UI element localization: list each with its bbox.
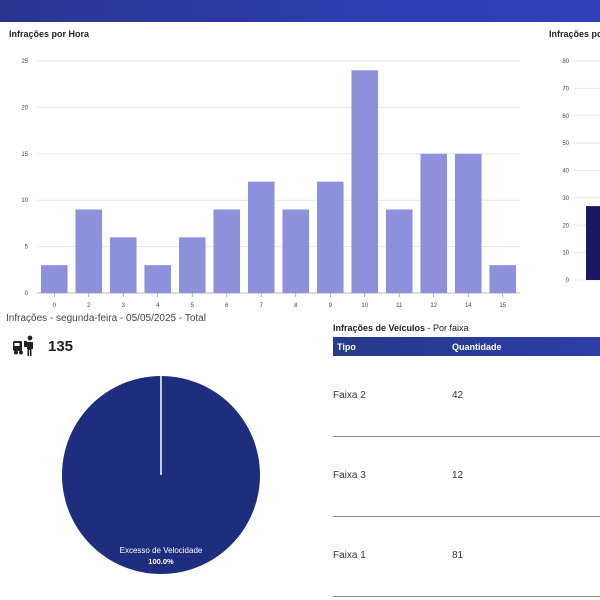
- total-kpi: 135: [12, 335, 74, 356]
- bar-hour-2: [75, 209, 103, 293]
- x-tick-label: 6: [225, 303, 229, 309]
- table-row[interactable]: Faixa 3 12: [333, 436, 600, 517]
- table-row[interactable]: Faixa 2 42: [333, 356, 600, 437]
- x-tick-label: 15: [499, 303, 506, 309]
- hourly-bar-chart: 0 5 10 15 20 25 0 2 3 4 5 6 7 8 9 10 11 12 14 15: [21, 59, 520, 309]
- bar-hour-7: [247, 181, 275, 293]
- top-header-bar: [0, 0, 600, 22]
- y-tick-label: 30: [562, 196, 569, 202]
- y-tick-label: 25: [21, 59, 28, 65]
- bar-hour-11: [385, 209, 413, 293]
- summary-subtitle: Infrações - segunda-feira - 05/05/2025 -…: [6, 313, 206, 324]
- bar-hour-10: [351, 70, 379, 293]
- cell-tipo: Faixa 3: [333, 470, 366, 481]
- person-with-vehicle-icon: [13, 335, 33, 356]
- bar-hour-6: [213, 209, 241, 293]
- second-bar-chart: 0 10 20 30 40 50 60 70 80: [562, 59, 600, 284]
- x-tick-label: 12: [430, 303, 437, 309]
- x-tick-label: 2: [87, 303, 91, 309]
- x-tick-label: 0: [53, 303, 57, 309]
- cell-quantidade: 42: [452, 390, 464, 401]
- y-tick-label: 0: [25, 291, 29, 297]
- column-header-tipo[interactable]: Tipo: [337, 342, 356, 352]
- cell-tipo: Faixa 1: [333, 550, 366, 561]
- bar-hour-0: [40, 265, 68, 293]
- second-chart-title: Infrações po: [549, 29, 600, 39]
- hourly-chart-title: Infrações por Hora: [9, 29, 90, 39]
- x-tick-label: 3: [122, 303, 126, 309]
- cell-quantidade: 81: [452, 550, 464, 561]
- infractions-pie-chart: Excesso de Velocidade 100.0%: [62, 376, 260, 574]
- cell-quantidade: 12: [452, 470, 464, 481]
- y-tick-label: 10: [562, 251, 569, 257]
- bar-hour-15: [489, 265, 517, 293]
- y-tick-label: 50: [562, 141, 569, 147]
- total-value: 135: [48, 337, 74, 355]
- y-tick-label: 10: [21, 198, 28, 204]
- x-tick-label: 7: [260, 303, 264, 309]
- y-tick-label: 0: [566, 278, 570, 284]
- table-title-main: Infrações de Veículos: [333, 323, 426, 333]
- x-tick-label: 4: [156, 303, 160, 309]
- column-header-quantidade[interactable]: Quantidade: [452, 342, 502, 352]
- y-tick-label: 80: [562, 59, 569, 65]
- x-tick-label: 9: [329, 303, 333, 309]
- y-tick-label: 60: [562, 114, 569, 120]
- y-tick-label: 70: [562, 86, 569, 92]
- x-tick-label: 8: [294, 303, 298, 309]
- bar-hour-4: [144, 265, 172, 293]
- y-tick-label: 20: [21, 105, 28, 111]
- bar-second-chart: [586, 206, 600, 280]
- bar-hour-12: [420, 153, 448, 293]
- bar-hour-3: [109, 237, 137, 293]
- bar-hour-8: [282, 209, 310, 293]
- y-tick-label: 40: [562, 169, 569, 175]
- y-tick-label: 5: [25, 245, 29, 251]
- x-tick-label: 10: [361, 303, 368, 309]
- x-tick-label: 5: [191, 303, 195, 309]
- pie-slice-percent: 100.0%: [148, 557, 174, 566]
- pie-slice-label: Excesso de Velocidade: [120, 546, 203, 555]
- y-tick-label: 20: [562, 223, 569, 229]
- table-title: Infrações de Veículos - Por faixa: [333, 323, 469, 333]
- x-tick-label: 14: [465, 303, 472, 309]
- y-tick-label: 15: [21, 152, 28, 158]
- x-tick-label: 11: [396, 303, 403, 309]
- cell-tipo: Faixa 2: [333, 390, 366, 401]
- table-row[interactable]: Faixa 1 81: [333, 516, 600, 597]
- bar-hour-14: [454, 153, 482, 293]
- bar-hour-9: [316, 181, 344, 293]
- bar-hour-5: [178, 237, 206, 293]
- table-header: Tipo Quantidade: [333, 337, 600, 356]
- table-title-sub: - Por faixa: [425, 323, 469, 333]
